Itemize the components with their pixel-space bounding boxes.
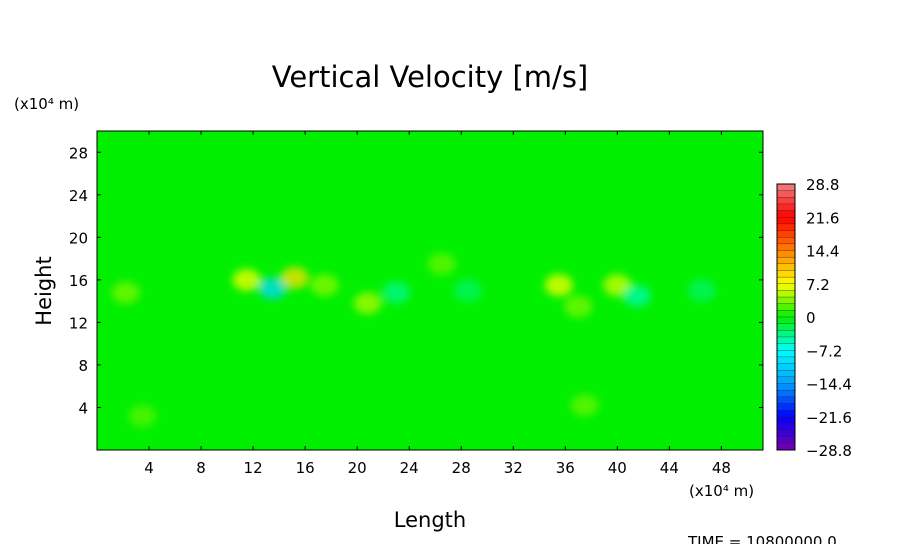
x-tick-label: 28	[452, 459, 471, 477]
x-axis-ticks: 4 8 12 16 20 24 28 32 36 40 44 48	[144, 131, 731, 477]
colorbar-segment	[776, 436, 796, 444]
colorbar-segment	[776, 237, 796, 245]
y-unit-label: (x10⁴ m)	[14, 95, 79, 113]
colorbar-segment	[776, 276, 796, 285]
colorbar-segment	[776, 250, 796, 258]
colorbar-segment	[776, 409, 796, 418]
heatmap-cell	[128, 404, 157, 427]
colorbar-segment	[776, 370, 796, 378]
colorbar-segment	[776, 363, 796, 371]
colorbar-frame	[776, 183, 796, 451]
x-tick-label: 24	[400, 459, 419, 477]
colorbar-segment	[776, 203, 796, 212]
colorbar-segment	[776, 396, 796, 404]
colorbar-segment	[776, 343, 796, 351]
colorbar-tick-label: 28.8	[806, 176, 839, 194]
heatmap-features	[111, 252, 716, 427]
colorbar-segment	[776, 350, 796, 358]
colorbar-segment	[776, 256, 796, 265]
colorbar-segment	[776, 323, 796, 331]
colorbar-segment	[776, 429, 796, 438]
x-axis-label: Length	[394, 508, 466, 532]
y-tick-label: 12	[69, 314, 88, 332]
colorbar	[776, 183, 796, 451]
colorbar-tick-label: 14.4	[806, 243, 839, 261]
x-tick-label: 12	[244, 459, 263, 477]
colorbar-segment	[776, 383, 796, 391]
y-tick-label: 20	[69, 229, 88, 247]
colorbar-segment	[776, 376, 796, 384]
heatmap-cell	[353, 292, 382, 315]
colorbar-segment	[776, 316, 796, 325]
x-tick-label: 36	[556, 459, 575, 477]
x-unit-label: (x10⁴ m)	[689, 482, 754, 500]
colorbar-segment	[776, 416, 796, 424]
colorbar-segment	[776, 423, 796, 431]
heatmap-cell	[382, 281, 411, 304]
x-tick-label: 8	[196, 459, 206, 477]
plot-background	[97, 131, 763, 450]
heatmap-cell	[111, 281, 140, 304]
x-tick-label: 48	[712, 459, 731, 477]
time-label: TIME = 10800000.0	[687, 533, 837, 544]
colorbar-tick-label: 0	[806, 309, 816, 327]
x-tick-label: 20	[348, 459, 367, 477]
colorbar-segment	[776, 210, 796, 218]
colorbar-segment	[776, 223, 796, 232]
colorbar-tick-label: −28.8	[806, 442, 852, 460]
heatmap-cell	[232, 268, 261, 291]
colorbar-segment	[776, 336, 796, 345]
colorbar-segment	[776, 190, 796, 198]
heatmap-cell	[544, 274, 573, 297]
colorbar-tick-label: −21.6	[806, 409, 852, 427]
heatmap-cell	[427, 252, 456, 275]
plot-frame	[96, 130, 764, 451]
colorbar-tick-label: 21.6	[806, 209, 839, 227]
colorbar-segment	[776, 283, 796, 291]
colorbar-segment	[776, 270, 796, 278]
heatmap-cell	[564, 295, 593, 318]
heatmap-cell	[280, 266, 309, 289]
colorbar-segment	[776, 183, 796, 192]
colorbar-tick-label: −7.2	[806, 342, 842, 360]
x-tick-label: 32	[504, 459, 523, 477]
colorbar-segment	[776, 356, 796, 365]
heatmap-cell	[687, 279, 716, 302]
heatmap-cell	[622, 284, 651, 307]
colorbar-labels: 28.8 21.6 14.4 7.2 0 −7.2 −14.4 −21.6 −28.8	[806, 176, 852, 460]
chart-title: Vertical Velocity [m/s]	[272, 60, 589, 94]
colorbar-segment	[776, 389, 796, 398]
y-tick-label: 24	[69, 187, 88, 205]
colorbar-tick-label: 7.2	[806, 276, 830, 294]
colorbar-segment	[776, 303, 796, 311]
colorbar-segment	[776, 296, 796, 305]
heatmap-cell	[603, 274, 632, 297]
x-tick-label: 40	[608, 459, 627, 477]
x-tick-label: 4	[144, 459, 154, 477]
colorbar-tick-label: −14.4	[806, 376, 852, 394]
colorbar-segment	[776, 263, 796, 271]
colorbar-segment	[776, 330, 796, 338]
heatmap-cell	[453, 279, 482, 302]
colorbar-segment	[776, 197, 796, 205]
x-tick-label: 16	[296, 459, 315, 477]
colorbar-segment	[776, 310, 796, 318]
y-tick-label: 4	[78, 399, 88, 417]
y-axis-ticks: 4 8 12 16 20 24 28	[69, 144, 763, 417]
y-tick-label: 28	[69, 144, 88, 162]
heatmap-cell	[258, 277, 287, 300]
heatmap-cell	[570, 394, 599, 417]
x-tick-label: 44	[660, 459, 679, 477]
y-axis-label: Height	[32, 256, 56, 325]
y-tick-label: 16	[69, 272, 88, 290]
colorbar-segment	[776, 243, 796, 251]
colorbar-segment	[776, 290, 796, 298]
colorbar-segment	[776, 230, 796, 238]
y-tick-label: 8	[78, 357, 88, 375]
colorbar-segment	[776, 403, 796, 411]
heatmap-cell	[310, 274, 339, 297]
colorbar-segment	[776, 443, 796, 451]
colorbar-segment	[776, 217, 796, 225]
